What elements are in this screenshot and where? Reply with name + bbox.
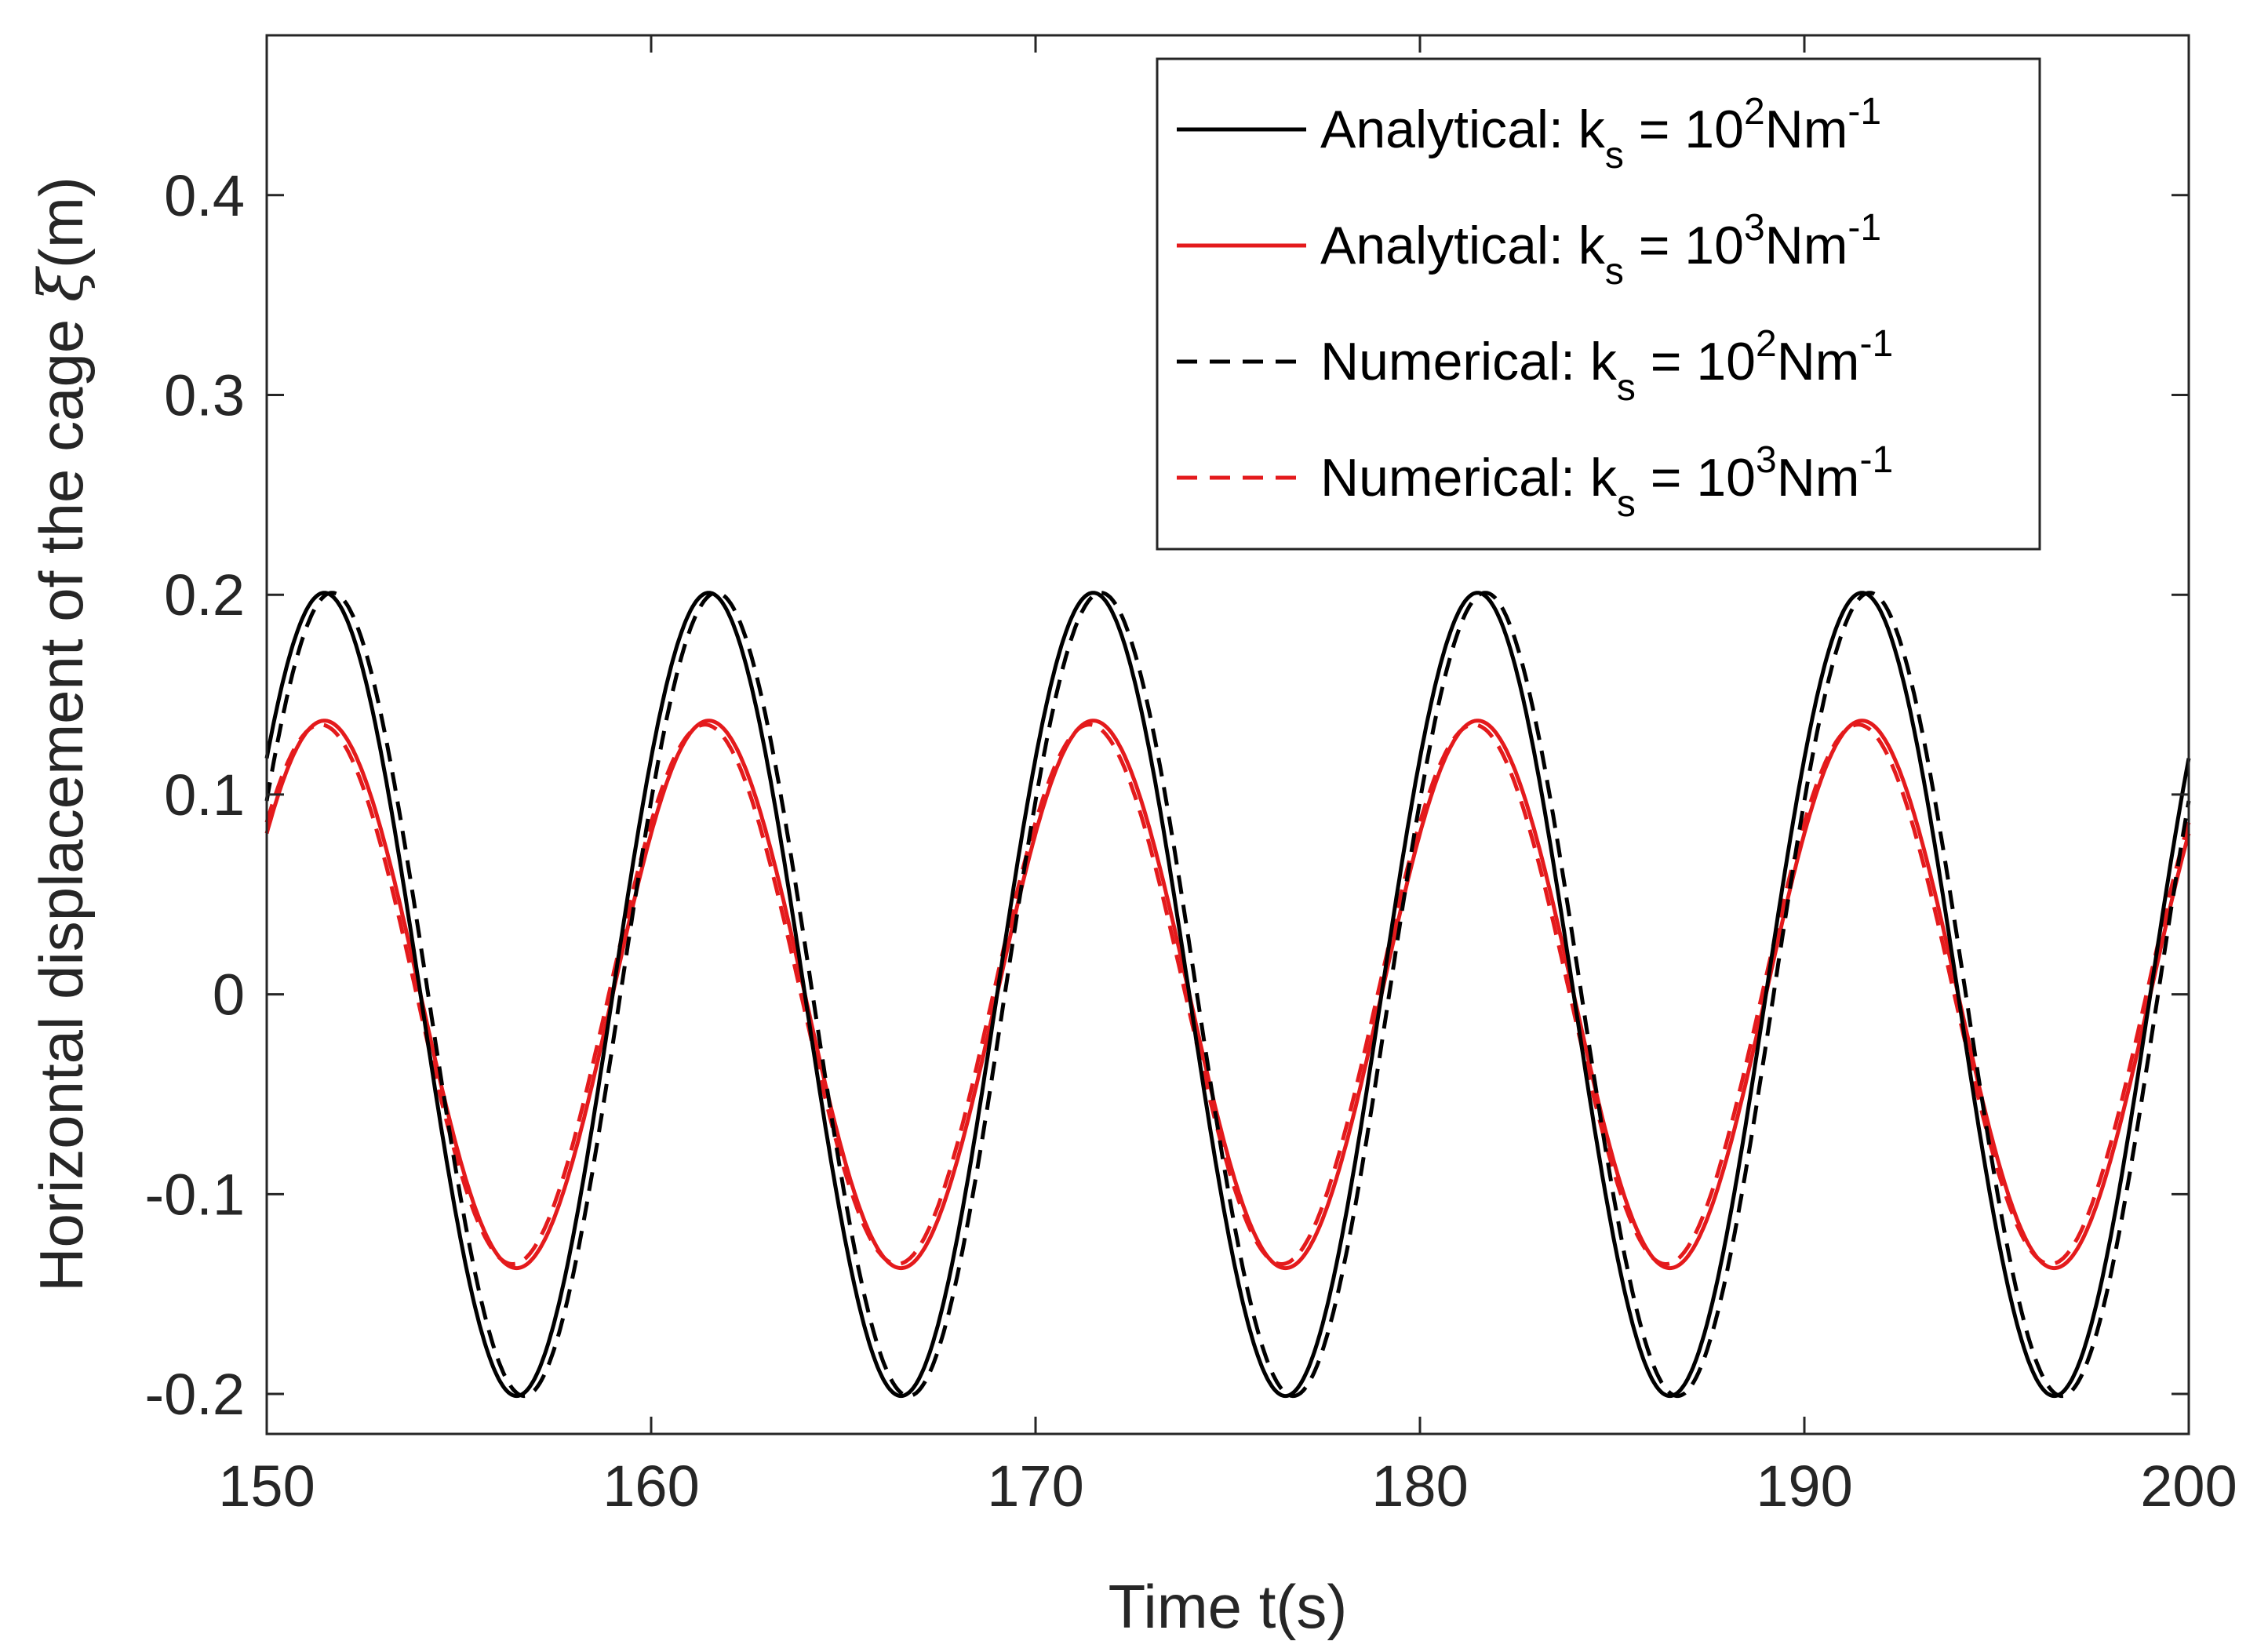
legend-label-numerical-ks-1000: Numerical: ks = 103Nm-1 (1320, 439, 1893, 525)
y-axis-label-symbol: ξ (27, 265, 97, 302)
series-line-numerical-2 (264, 591, 2191, 1399)
ticks-layer: 150 160 170 180 190 200 -0.2 -0.1 0 0.1 0.2 0.3 0.4 (144, 35, 2237, 1519)
legend-box (1156, 57, 2041, 551)
y-tick-label: 0.4 (164, 163, 245, 228)
y-tick-label: -0.2 (144, 1362, 245, 1427)
legend-label-numerical-ks-100: Numerical: ks = 102Nm-1 (1320, 323, 1893, 409)
series-layer (264, 591, 2191, 1399)
x-tick-label: 150 (218, 1454, 315, 1519)
y-tick-label: -0.1 (144, 1162, 245, 1227)
y-tick-label: 0 (213, 962, 245, 1028)
y-tick-label: 0.2 (164, 562, 245, 628)
series-line-numerical-3 (264, 722, 2191, 1266)
x-tick-label: 160 (602, 1454, 699, 1519)
x-tick-label: 200 (2140, 1454, 2237, 1519)
y-tick-label: 0.3 (164, 362, 245, 428)
legend-label-analytical-ks-100: Analytical: ks = 102Nm-1 (1320, 91, 1881, 176)
y-axis-label-suffix: (m) (27, 176, 96, 268)
y-tick-label: 0.1 (164, 762, 245, 828)
legend: Analytical: ks = 102Nm-1 Analytical: ks … (1156, 57, 2041, 551)
x-tick-label: 190 (1756, 1454, 1852, 1519)
legend-entry-analytical-ks-100: Analytical: ks = 102Nm-1 (1177, 91, 1881, 176)
x-tick-label: 170 (987, 1454, 1083, 1519)
y-axis-label-prefix: Horizontal displacement of the cage (27, 302, 96, 1292)
legend-entry-numerical-ks-100: Numerical: ks = 102Nm-1 (1177, 323, 1893, 409)
legend-label-analytical-ks-1000: Analytical: ks = 103Nm-1 (1320, 207, 1881, 293)
series-line-analytical-0 (264, 591, 2191, 1399)
y-axis-label: Horizontal displacement of the cage ξ(m) (27, 176, 97, 1292)
x-tick-label: 180 (1371, 1454, 1468, 1519)
x-axis-label: Time t(s) (1109, 1572, 1348, 1641)
axes-box (265, 34, 2190, 1435)
series-line-analytical-1 (264, 719, 2191, 1271)
legend-entry-analytical-ks-1000: Analytical: ks = 103Nm-1 (1177, 207, 1881, 293)
legend-entry-numerical-ks-1000: Numerical: ks = 103Nm-1 (1177, 439, 1893, 525)
